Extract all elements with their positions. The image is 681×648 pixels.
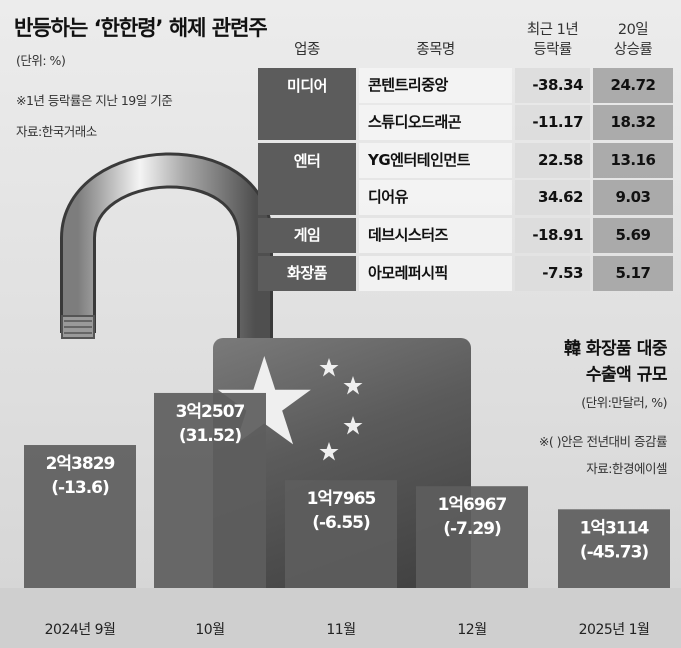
table-row-bg [593, 218, 673, 253]
stock-change-1y: -11.17 [532, 113, 583, 131]
table-row [359, 143, 512, 178]
stock-rise-20d: 9.03 [615, 188, 651, 206]
stock-change-1y: 34.62 [538, 188, 583, 206]
table-row [359, 105, 512, 140]
sector-entertainment-label: 엔터 [293, 152, 321, 170]
table-row [359, 218, 512, 253]
table-row [359, 68, 512, 103]
chart-note: ※( )안은 전년대비 증감률 [538, 434, 668, 449]
header-rise-20d-line2: 상승률 [613, 42, 653, 58]
x-tick-label: 2025년 1월 [579, 622, 650, 638]
bar [285, 480, 397, 588]
page-title: 반등하는 ‘한한령’ 해제 관련주 [14, 16, 268, 40]
bar-value-label: 1억3114 [580, 518, 650, 538]
header-change-1y-line2: 등락률 [533, 42, 572, 58]
stock-name: 스튜디오드래곤 [368, 113, 462, 131]
sector-cosmetics: 화장품 [258, 256, 356, 291]
x-tick-label: 2024년 9월 [45, 622, 116, 638]
x-tick-label: 10월 [195, 622, 224, 638]
table-row-bg [515, 68, 590, 103]
bar [154, 392, 266, 588]
table-row-bg [515, 218, 590, 253]
stock-change-1y: 22.58 [538, 151, 583, 169]
table-row-bg [593, 105, 673, 140]
stock-rise-20d: 13.16 [610, 151, 656, 169]
chart-source: 자료:한경에이셀 [586, 461, 667, 476]
bar [24, 445, 136, 588]
table-row-bg [515, 143, 590, 178]
stock-name: 데브시스터즈 [368, 226, 448, 244]
stock-change-1y: -38.34 [532, 76, 583, 94]
chart-unit: (단위:만달러, %) [581, 395, 667, 410]
chart-title: 韓 화장품 대중 수출액 규모 [563, 336, 668, 388]
bar-growth-label: (-45.73) [580, 542, 649, 562]
table-row-bg [593, 180, 673, 215]
table-row [359, 256, 512, 291]
source-note: 자료:한국거래소 [16, 124, 97, 139]
table-row-bg [593, 68, 673, 103]
header-name: 종목명 [416, 42, 455, 58]
sector-entertainment: 엔터 [258, 143, 356, 215]
bar-value-label: 2억3829 [46, 454, 115, 474]
header-change-1y-line1: 최근 1년 [526, 22, 579, 38]
table-row-bg [593, 143, 673, 178]
table-row-bg [593, 256, 673, 291]
stock-rise-20d: 18.32 [610, 113, 656, 131]
x-tick-label: 11월 [326, 622, 355, 638]
stock-name: 디어유 [368, 188, 408, 206]
bar-growth-label: (-6.55) [312, 513, 370, 533]
padlock-shackle-icon [60, 152, 273, 343]
stock-name: YG엔터테인먼트 [368, 151, 470, 169]
header-rise-20d-line1: 20일 [617, 22, 649, 38]
chart-title-line1: 韓 화장품 대중 [563, 339, 668, 359]
header-sector: 업종 [294, 42, 320, 58]
x-tick-label: 12월 [457, 622, 486, 638]
stock-rise-20d: 5.69 [615, 226, 651, 244]
sector-media-label: 미디어 [287, 77, 327, 95]
bar-value-label: 3억2507 [176, 402, 245, 422]
bar-growth-label: (-13.6) [51, 478, 109, 498]
bar [416, 486, 528, 588]
bar-value-label: 1억7965 [307, 489, 376, 509]
sector-game: 게임 [258, 218, 356, 253]
chart-title-line2: 수출액 규모 [585, 365, 668, 385]
stock-change-1y: -7.53 [542, 264, 583, 282]
header-rise-20d: 20일 상승률 [593, 20, 673, 60]
bar-value-label: 1억6967 [438, 495, 507, 515]
bar-growth-label: (-7.29) [443, 519, 501, 539]
bar-growth-label: (31.52) [179, 426, 242, 446]
stock-name: 아모레퍼시픽 [368, 264, 448, 282]
stock-rise-20d: 5.17 [615, 264, 651, 282]
stock-rise-20d: 24.72 [610, 76, 656, 94]
table-row-bg [515, 180, 590, 215]
basis-note: ※1년 등락률은 지난 19일 기준 [16, 93, 173, 108]
table-row-bg [515, 105, 590, 140]
x-axis-band [0, 588, 681, 648]
sector-cosmetics-label: 화장품 [287, 264, 327, 282]
header-change-1y: 최근 1년 등락률 [515, 20, 590, 60]
stock-name: 콘텐트리중앙 [368, 76, 448, 94]
stock-change-1y: -18.91 [532, 226, 583, 244]
sector-game-label: 게임 [293, 226, 321, 244]
bar [558, 509, 670, 588]
table-row [359, 180, 512, 215]
sector-media: 미디어 [258, 68, 356, 140]
unit-note: (단위: %) [16, 53, 66, 68]
table-row-bg [515, 256, 590, 291]
